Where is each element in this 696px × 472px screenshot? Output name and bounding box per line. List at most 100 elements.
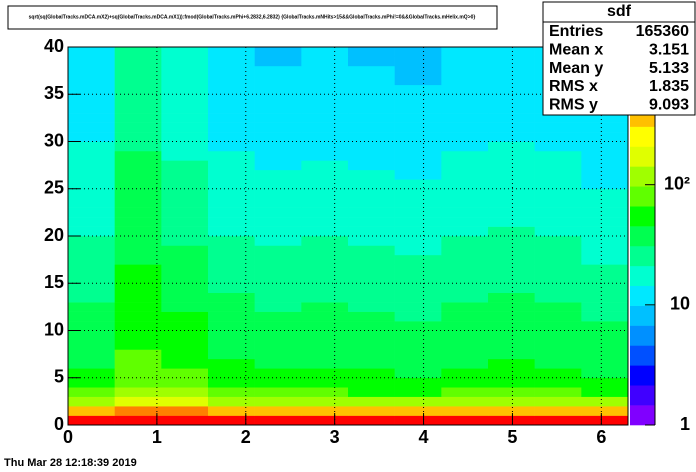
cell bbox=[68, 330, 115, 341]
cell bbox=[534, 377, 582, 388]
cell bbox=[114, 245, 162, 256]
cell bbox=[208, 217, 255, 227]
cell bbox=[441, 160, 489, 171]
cell bbox=[394, 254, 442, 265]
y-tick-label: 35 bbox=[44, 83, 64, 103]
cell bbox=[441, 406, 489, 416]
cell bbox=[161, 236, 209, 246]
cell bbox=[68, 207, 115, 218]
cell bbox=[488, 132, 535, 142]
cell bbox=[114, 188, 162, 199]
cell bbox=[68, 415, 115, 426]
cell bbox=[581, 150, 629, 161]
cell bbox=[301, 217, 349, 227]
cell bbox=[394, 330, 442, 341]
cell bbox=[441, 103, 489, 114]
color-band bbox=[630, 126, 655, 147]
cell bbox=[301, 236, 349, 246]
color-band bbox=[630, 405, 655, 426]
cell bbox=[581, 264, 629, 275]
cell bbox=[301, 302, 349, 312]
cell bbox=[114, 330, 162, 341]
cell bbox=[441, 245, 489, 256]
cell bbox=[114, 84, 162, 95]
cell bbox=[488, 84, 535, 95]
stats-label: Mean x bbox=[549, 42, 603, 59]
cell bbox=[441, 254, 489, 265]
cell bbox=[301, 65, 349, 76]
color-band bbox=[630, 345, 655, 366]
cell bbox=[68, 65, 115, 76]
cell bbox=[581, 226, 629, 237]
cell bbox=[301, 84, 349, 95]
cell bbox=[301, 75, 349, 86]
cell bbox=[488, 349, 535, 360]
cell bbox=[114, 387, 162, 397]
cell bbox=[488, 330, 535, 341]
cell bbox=[161, 56, 209, 67]
cell bbox=[581, 292, 629, 303]
cell bbox=[301, 377, 349, 388]
cell bbox=[581, 330, 629, 341]
cell bbox=[534, 226, 582, 237]
cell bbox=[301, 292, 349, 303]
cell bbox=[161, 122, 209, 133]
cell bbox=[441, 56, 489, 67]
cell bbox=[488, 236, 535, 246]
cell bbox=[114, 103, 162, 114]
cell bbox=[208, 273, 255, 284]
cell bbox=[394, 75, 442, 86]
cell bbox=[348, 358, 395, 369]
cell bbox=[68, 122, 115, 133]
cell bbox=[161, 349, 209, 360]
cell bbox=[301, 368, 349, 379]
cell bbox=[161, 160, 209, 171]
cell bbox=[301, 56, 349, 67]
cell bbox=[534, 273, 582, 284]
stats-title: sdf bbox=[607, 3, 632, 20]
cell bbox=[348, 179, 395, 190]
cell bbox=[394, 113, 442, 123]
cell bbox=[301, 226, 349, 237]
cell bbox=[488, 245, 535, 256]
cell bbox=[581, 245, 629, 256]
cell bbox=[534, 349, 582, 360]
cell bbox=[441, 302, 489, 312]
cell bbox=[161, 273, 209, 284]
cell bbox=[394, 358, 442, 369]
cell bbox=[488, 188, 535, 199]
cell bbox=[254, 47, 302, 57]
cell bbox=[394, 349, 442, 360]
cell bbox=[348, 406, 395, 416]
cell bbox=[394, 339, 442, 350]
cell bbox=[534, 330, 582, 341]
cell bbox=[394, 122, 442, 133]
cell bbox=[394, 377, 442, 388]
cell bbox=[581, 198, 629, 208]
cell bbox=[441, 330, 489, 341]
cell bbox=[534, 321, 582, 331]
cell bbox=[114, 264, 162, 275]
color-band bbox=[630, 285, 655, 306]
x-tick-label: 1 bbox=[152, 427, 162, 447]
cell bbox=[394, 283, 442, 293]
cell bbox=[581, 349, 629, 360]
cell bbox=[161, 415, 209, 426]
z-tick-label: 1 bbox=[680, 414, 690, 434]
cell bbox=[68, 103, 115, 114]
cell bbox=[534, 311, 582, 322]
cell bbox=[441, 273, 489, 284]
cell bbox=[68, 198, 115, 208]
cell bbox=[161, 75, 209, 86]
cell bbox=[394, 47, 442, 57]
cell bbox=[208, 339, 255, 350]
cell bbox=[488, 150, 535, 161]
cell bbox=[301, 198, 349, 208]
cell bbox=[161, 254, 209, 265]
cell bbox=[68, 236, 115, 246]
cell bbox=[208, 311, 255, 322]
cell bbox=[161, 179, 209, 190]
cell bbox=[488, 160, 535, 171]
cell bbox=[348, 349, 395, 360]
